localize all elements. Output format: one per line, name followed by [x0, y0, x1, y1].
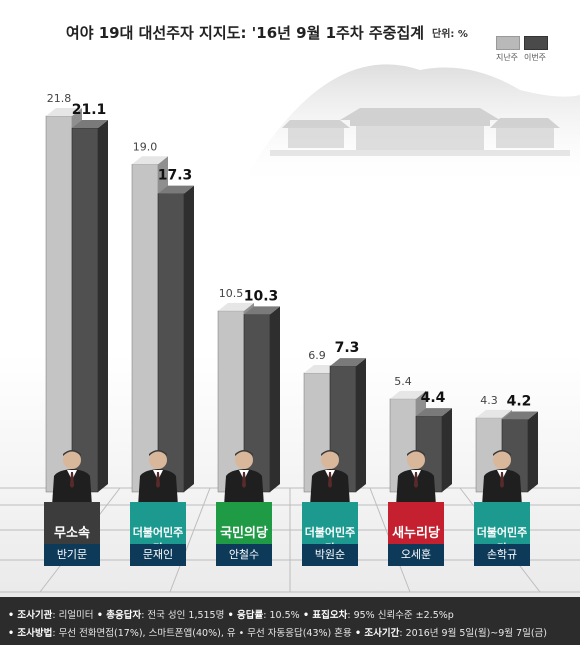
- candidate-photo: [474, 446, 530, 506]
- chart-title: 여야 19대 대선주자 지지도: '16년 9월 1주차 주중집계: [65, 24, 425, 42]
- candidate-photo: [44, 446, 100, 506]
- footer-value: : 전국 성인 1,515명: [141, 610, 225, 621]
- bar-this-week-1: [71, 120, 108, 493]
- bar-this-week-2: [157, 185, 194, 493]
- candidate-name: 오세훈: [388, 544, 444, 566]
- candidate-photo: [302, 446, 358, 506]
- candidate-photo: [388, 446, 444, 506]
- bar-this-week-4: [329, 358, 366, 493]
- footer-key: • 응답률: [224, 610, 264, 621]
- value-label-last-week-4: 6.9: [308, 349, 326, 362]
- candidate-name: 반기문: [44, 544, 100, 566]
- candidate-photo: [216, 446, 272, 506]
- unit-label: 단위: %: [432, 29, 468, 40]
- legend-label-this-week: 이번주: [523, 53, 547, 62]
- footer-key: • 총응답자: [93, 610, 142, 621]
- legend-swatch-this-week: [524, 36, 548, 50]
- value-label-this-week-6: 4.2: [507, 394, 532, 410]
- value-label-this-week-2: 17.3: [158, 168, 193, 184]
- value-label-last-week-6: 4.3: [480, 394, 498, 407]
- party-badge: 국민의당: [216, 502, 272, 544]
- footer-key: • 조사방법: [8, 628, 53, 639]
- footer-value: : 무선 전화면접(17%), 스마트폰앱(40%), 유 • 무선 자동응답(…: [52, 628, 352, 639]
- footer-value: : 2016년 9월 5일(월)~9월 7일(금): [399, 628, 547, 639]
- party-badge: 더불어민주당: [130, 502, 186, 544]
- candidate-name: 문재인: [130, 544, 186, 566]
- value-label-last-week-5: 5.4: [394, 375, 412, 388]
- footer-value: : 10.5%: [263, 610, 300, 621]
- value-label-this-week-1: 21.1: [72, 102, 107, 118]
- bar-this-week-6: [501, 411, 538, 493]
- value-label-this-week-3: 10.3: [244, 288, 279, 304]
- value-label-last-week-3: 10.5: [219, 287, 244, 300]
- candidate-photo: [130, 446, 186, 506]
- party-badge: 새누리당: [388, 502, 444, 544]
- value-label-this-week-4: 7.3: [335, 340, 360, 356]
- legend-swatch-last-week: [496, 36, 520, 50]
- footer-key: • 조사기관: [8, 610, 53, 621]
- survey-info-footer: • 조사기관: 리얼미터 • 총응답자: 전국 성인 1,515명 • 응답률:…: [0, 597, 580, 645]
- footer-value: : 95% 신뢰수준 ±2.5%p: [347, 610, 454, 621]
- footer-key: • 조사기간: [351, 628, 400, 639]
- footer-value: : 리얼미터: [52, 610, 94, 621]
- party-badge: 더불어민주당: [302, 502, 358, 544]
- footer-key: • 표집오차: [299, 610, 348, 621]
- candidate-name: 안철수: [216, 544, 272, 566]
- candidate-name: 박원순: [302, 544, 358, 566]
- value-label-last-week-2: 19.0: [133, 140, 158, 153]
- value-label-this-week-5: 4.4: [421, 390, 446, 406]
- candidate-name: 손학규: [474, 544, 530, 566]
- legend-label-last-week: 지난주: [495, 53, 519, 62]
- footer-line-2: • 조사방법: 무선 전화면접(17%), 스마트폰앱(40%), 유 • 무선…: [8, 625, 547, 639]
- footer-line-1: • 조사기관: 리얼미터 • 총응답자: 전국 성인 1,515명 • 응답률:…: [8, 607, 454, 621]
- party-badge: 무소속: [44, 502, 100, 544]
- value-label-last-week-1: 21.8: [47, 92, 72, 105]
- party-badge: 더불어민주당: [474, 502, 530, 544]
